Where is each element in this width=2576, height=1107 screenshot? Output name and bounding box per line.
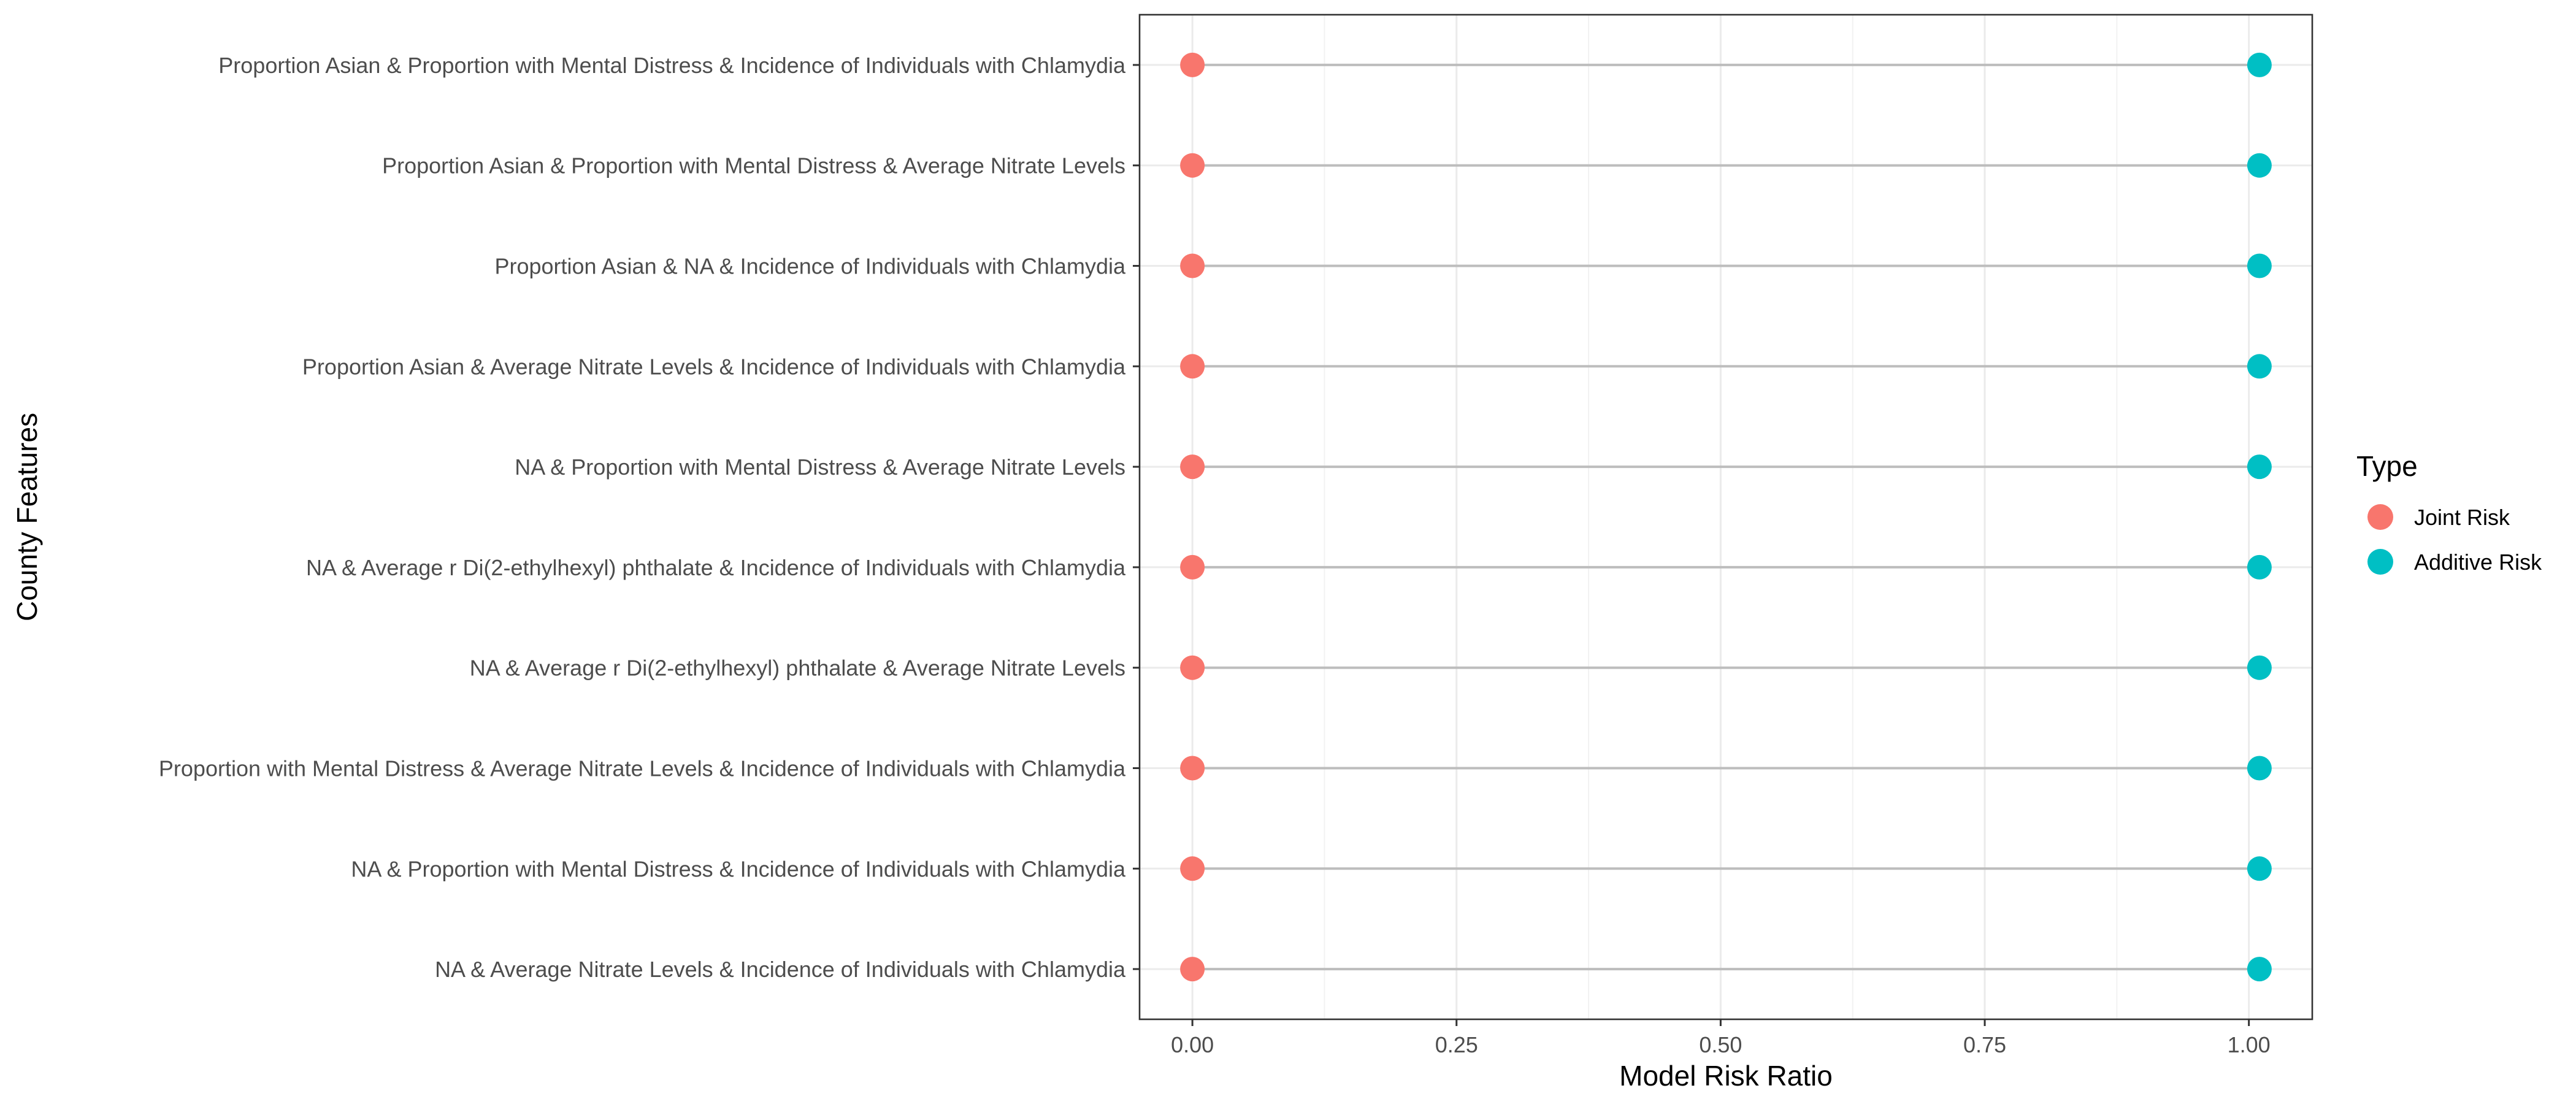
x-tick-label: 0.75 [1963,1032,2006,1057]
y-tick-label: Proportion with Mental Distress & Averag… [159,756,1126,781]
x-tick-label: 0.25 [1435,1032,1478,1057]
y-tick-label: Proportion Asian & Proportion with Menta… [382,153,1125,178]
y-tick-label: Proportion Asian & Proportion with Menta… [218,53,1126,78]
legend-label: Joint Risk [2414,505,2510,530]
additive-risk-point [2247,957,2272,982]
y-tick-label: NA & Average r Di(2-ethylhexyl) phthalat… [470,656,1125,681]
joint-risk-point [1180,957,1205,982]
additive-risk-point [2247,52,2272,77]
y-tick-label: NA & Average Nitrate Levels & Incidence … [435,957,1126,982]
joint-risk-point [1180,354,1205,379]
additive-risk-point [2247,253,2272,278]
point-layer [1180,52,2272,982]
joint-risk-point [1180,655,1205,680]
additive-risk-point [2247,554,2272,580]
x-tick-label: 0.00 [1171,1032,1214,1057]
joint-risk-point [1180,52,1205,77]
x-axis-title: Model Risk Ratio [1619,1060,1833,1092]
x-tick-label: 1.00 [2228,1032,2271,1057]
additive-risk-point [2247,354,2272,379]
joint-risk-point [1180,454,1205,480]
joint-risk-point [1180,856,1205,881]
legend: Type Joint Risk Additive Risk [2356,450,2542,575]
y-tick-label: NA & Proportion with Mental Distress & I… [351,856,1126,881]
additive-risk-point [2247,756,2272,781]
axis-layer: Proportion Asian & Proportion with Menta… [159,53,2271,1057]
x-tick-label: 0.50 [1699,1032,1742,1057]
legend-label: Additive Risk [2414,550,2542,575]
y-axis-title: County Features [11,413,43,621]
additive-risk-point [2247,153,2272,178]
y-tick-label: Proportion Asian & NA & Incidence of Ind… [494,254,1126,279]
legend-key [2367,549,2393,575]
y-tick-label: Proportion Asian & Average Nitrate Level… [302,354,1126,379]
legend-key [2367,504,2393,530]
additive-risk-point [2247,655,2272,680]
y-tick-label: NA & Average r Di(2-ethylhexyl) phthalat… [306,555,1126,580]
additive-risk-point [2247,856,2272,881]
joint-risk-point [1180,756,1205,781]
legend-title: Type [2356,450,2418,482]
segment-layer [1192,63,2260,971]
panel-border [1138,13,2313,1021]
joint-risk-point [1180,554,1205,580]
y-tick-label: NA & Proportion with Mental Distress & A… [515,454,1125,480]
additive-risk-point [2247,454,2272,480]
joint-risk-point [1180,253,1205,278]
joint-risk-point [1180,153,1205,178]
